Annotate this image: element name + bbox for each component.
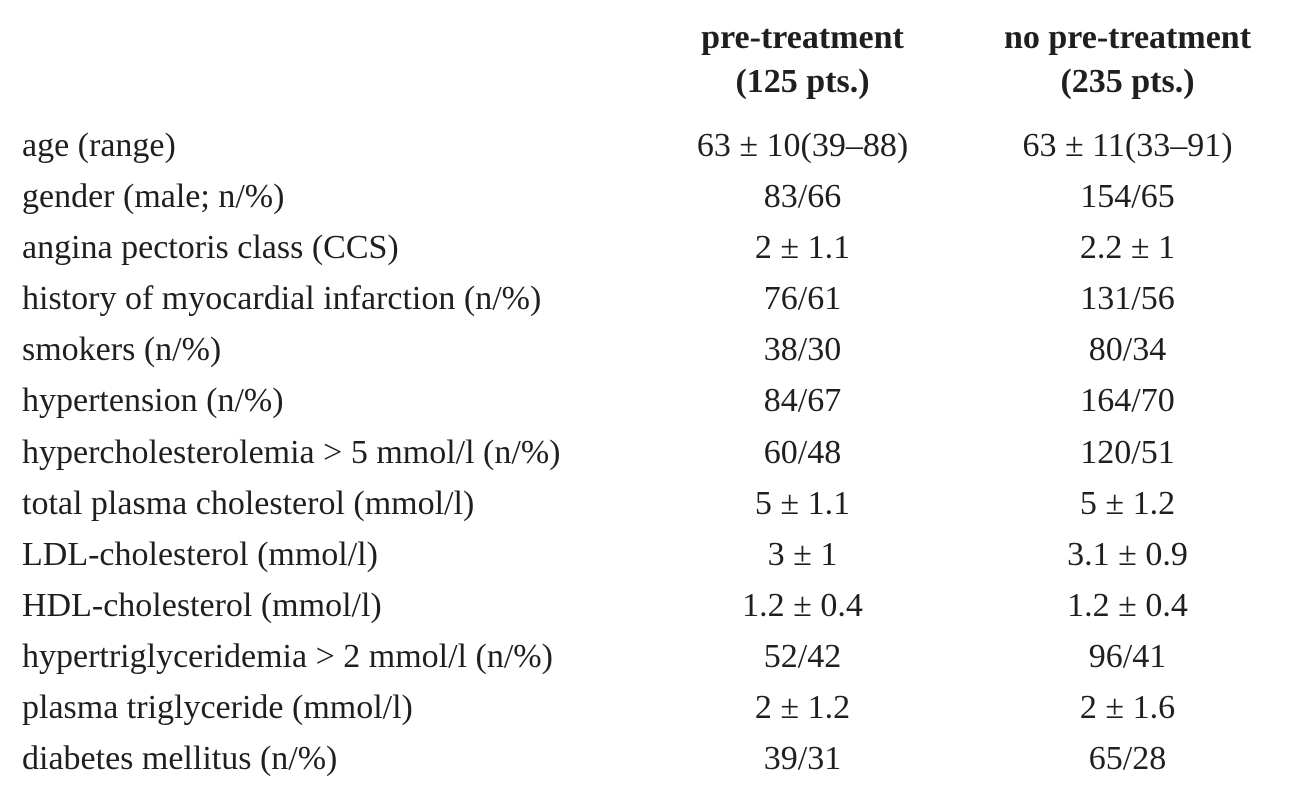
row-label: plasma triglyceride (mmol/l) — [22, 689, 413, 727]
no-pre-treatment-value: 3.1 ± 0.9 — [1067, 535, 1188, 573]
no-pre-treatment-value: 1.2 ± 0.4 — [1067, 586, 1188, 624]
column-header-count: (235 pts.) — [1060, 63, 1195, 100]
no-pre-treatment-value: 164/70 — [1080, 382, 1175, 420]
table-row: LDL-cholesterol (mmol/l) 3 ± 1 3.1 ± 0.9 — [0, 529, 1290, 580]
pre-treatment-value: 83/66 — [763, 178, 842, 216]
table-row: hypercholesterolemia > 5 mmol/l (n/%) 60… — [0, 427, 1290, 478]
row-label: HDL-cholesterol (mmol/l) — [22, 586, 382, 624]
pre-treatment-value: 76/61 — [763, 280, 842, 318]
row-label: hypercholesterolemia > 5 mmol/l (n/%) — [22, 433, 561, 471]
column-header-pre-treatment: pre-treatment (125 pts.) — [630, 16, 975, 104]
pre-treatment-value: 3 ± 1 — [767, 535, 838, 573]
pre-treatment-value: 52/42 — [763, 637, 842, 675]
table-row: hypertriglyceridemia > 2 mmol/l (n/%) 52… — [0, 631, 1290, 682]
row-label: diabetes mellitus (n/%) — [22, 740, 338, 778]
row-label: smokers (n/%) — [22, 331, 222, 369]
table-row: history of myocardial infarction (n/%) 7… — [0, 273, 1290, 324]
no-pre-treatment-value: 2.2 ± 1 — [1079, 229, 1176, 267]
pre-treatment-value: 5 ± 1.1 — [754, 484, 851, 522]
pre-treatment-value: 60/48 — [763, 433, 842, 471]
no-pre-treatment-value: 63 ± 11(33–91) — [1022, 127, 1233, 164]
table-row: diabetes mellitus (n/%) 39/31 65/28 — [0, 733, 1290, 784]
table-row: gender (male; n/%) 83/66 154/65 — [0, 171, 1290, 222]
no-pre-treatment-value: 65/28 — [1088, 740, 1167, 778]
table-row: age (range) 63 ± 10(39–88) 63 ± 11(33–91… — [0, 120, 1290, 171]
table-row: smokers (n/%) 38/30 80/34 — [0, 324, 1290, 375]
table-row: HDL-cholesterol (mmol/l) 1.2 ± 0.4 1.2 ±… — [0, 580, 1290, 631]
no-pre-treatment-value: 96/41 — [1088, 637, 1167, 675]
row-label: hypertriglyceridemia > 2 mmol/l (n/%) — [22, 637, 553, 675]
table-row: angina pectoris class (CCS) 2 ± 1.1 2.2 … — [0, 222, 1290, 273]
row-label: angina pectoris class (CCS) — [22, 229, 399, 267]
pre-treatment-value: 38/30 — [763, 331, 842, 369]
row-label: age (range) — [22, 127, 176, 164]
pre-treatment-value: 1.2 ± 0.4 — [742, 586, 863, 624]
row-label: history of myocardial infarction (n/%) — [22, 280, 542, 318]
table-row: total plasma cholesterol (mmol/l) 5 ± 1.… — [0, 478, 1290, 529]
no-pre-treatment-value: 120/51 — [1080, 433, 1175, 471]
row-label: gender (male; n/%) — [22, 178, 285, 216]
table-row: hypertension (n/%) 84/67 164/70 — [0, 375, 1290, 426]
column-header-title: no pre-treatment — [1003, 19, 1252, 56]
no-pre-treatment-value: 80/34 — [1088, 331, 1167, 369]
no-pre-treatment-value: 154/65 — [1080, 178, 1175, 216]
pre-treatment-value: 63 ± 10(39–88) — [696, 127, 909, 164]
pre-treatment-value: 84/67 — [763, 382, 842, 420]
column-header-title: pre-treatment — [701, 19, 904, 56]
table-row: plasma triglyceride (mmol/l) 2 ± 1.2 2 ±… — [0, 682, 1290, 733]
pre-treatment-value: 2 ± 1.1 — [754, 229, 851, 267]
table-body: age (range) 63 ± 10(39–88) 63 ± 11(33–91… — [0, 120, 1290, 784]
table-header: pre-treatment (125 pts.) no pre-treatmen… — [0, 16, 1290, 108]
row-label: hypertension (n/%) — [22, 382, 284, 420]
no-pre-treatment-value: 131/56 — [1080, 280, 1175, 318]
row-label: LDL-cholesterol (mmol/l) — [22, 535, 378, 573]
column-header-no-pre-treatment: no pre-treatment (235 pts.) — [965, 16, 1290, 104]
pre-treatment-value: 39/31 — [763, 740, 842, 778]
row-label: total plasma cholesterol (mmol/l) — [22, 484, 475, 522]
no-pre-treatment-value: 5 ± 1.2 — [1079, 484, 1176, 522]
column-header-count: (125 pts.) — [735, 63, 870, 100]
no-pre-treatment-value: 2 ± 1.6 — [1079, 689, 1176, 727]
pre-treatment-value: 2 ± 1.2 — [754, 689, 851, 727]
